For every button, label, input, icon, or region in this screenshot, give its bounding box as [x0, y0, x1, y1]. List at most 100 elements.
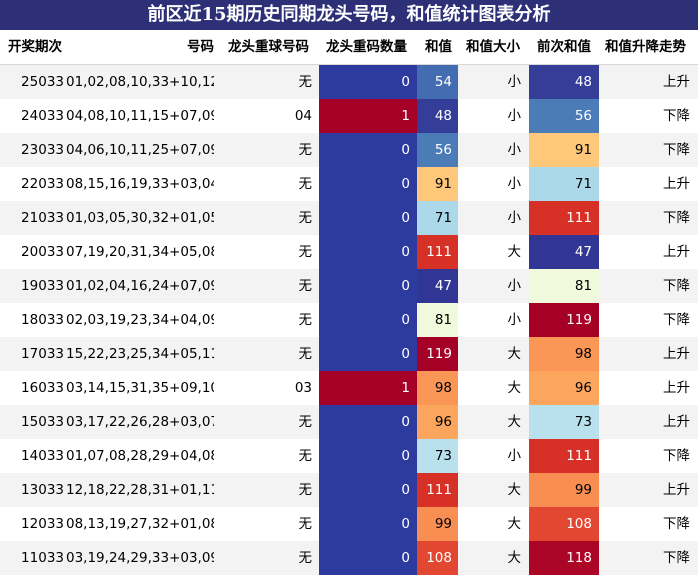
- trend-cell: 下降: [663, 448, 690, 464]
- trend-cell: 下降: [663, 278, 690, 294]
- repeat-ball-cell: 无: [298, 74, 313, 90]
- prev-sum-cell: 48: [529, 65, 599, 99]
- numbers-cell: 12,18,22,28,31+01,11: [66, 482, 214, 498]
- sum-size-cell: 大: [507, 482, 522, 498]
- table-row: 24033 04,08,10,11,15+07,09 04 1 48 小 56 下降: [0, 99, 698, 133]
- repeat-count-cell: 0: [319, 439, 417, 473]
- numbers-cell: 15,22,23,25,34+05,11: [66, 346, 214, 362]
- sum-cell: 91: [417, 167, 458, 201]
- period-cell: 24033: [21, 108, 64, 124]
- sum-size-cell: 大: [507, 380, 522, 396]
- numbers-cell: 01,03,05,30,32+01,05: [66, 210, 214, 226]
- trend-cell: 下降: [663, 516, 690, 532]
- repeat-count-cell: 0: [319, 473, 417, 507]
- period-cell: 16033: [21, 380, 64, 396]
- sum-size-cell: 小: [507, 210, 522, 226]
- period-cell: 22033: [21, 176, 64, 192]
- sum-cell: 48: [417, 99, 458, 133]
- sum-size-cell: 大: [507, 516, 522, 532]
- trend-cell: 下降: [663, 312, 690, 328]
- numbers-cell: 01,07,08,28,29+04,08: [66, 448, 214, 464]
- period-cell: 21033: [21, 210, 64, 226]
- numbers-cell: 03,17,22,26,28+03,07: [66, 414, 214, 430]
- prev-sum-cell: 108: [529, 507, 599, 541]
- table-row: 17033 15,22,23,25,34+05,11 无 0 119 大 98 上升: [0, 337, 698, 371]
- sum-size-cell: 小: [507, 312, 522, 328]
- period-cell: 18033: [21, 312, 64, 328]
- table-row: 15033 03,17,22,26,28+03,07 无 0 96 大 73 上升: [0, 405, 698, 439]
- table-row: 22033 08,15,16,19,33+03,04 无 0 91 小 71 上升: [0, 167, 698, 201]
- repeat-count-cell: 1: [319, 371, 417, 405]
- repeat-ball-cell: 无: [298, 482, 313, 498]
- sum-size-cell: 小: [507, 278, 522, 294]
- numbers-cell: 08,13,19,27,32+01,08: [66, 516, 214, 532]
- sum-size-cell: 小: [507, 176, 522, 192]
- trend-cell: 下降: [663, 142, 690, 158]
- numbers-cell: 01,02,04,16,24+07,09: [66, 278, 214, 294]
- sum-cell: 119: [417, 337, 458, 371]
- sum-cell: 73: [417, 439, 458, 473]
- prev-sum-cell: 47: [529, 235, 599, 269]
- numbers-cell: 01,02,08,10,33+10,12: [66, 74, 214, 90]
- period-cell: 11033: [21, 550, 64, 566]
- prev-sum-cell: 98: [529, 337, 599, 371]
- table-header: 开奖期次 号码 龙头重球号码 龙头重码数量 和值 和值大小 前次和值 和值升降走…: [0, 30, 698, 65]
- sum-size-cell: 小: [507, 108, 522, 124]
- prev-sum-cell: 73: [529, 405, 599, 439]
- sum-cell: 96: [417, 405, 458, 439]
- trend-cell: 下降: [663, 210, 690, 226]
- repeat-count-cell: 0: [319, 269, 417, 303]
- numbers-cell: 04,08,10,11,15+07,09: [66, 108, 214, 124]
- table-row: 12033 08,13,19,27,32+01,08 无 0 99 大 108 下降: [0, 507, 698, 541]
- period-cell: 14033: [21, 448, 64, 464]
- trend-cell: 上升: [663, 346, 690, 362]
- repeat-count-cell: 0: [319, 507, 417, 541]
- trend-cell: 上升: [663, 176, 690, 192]
- prev-sum-cell: 71: [529, 167, 599, 201]
- header-period: 开奖期次: [8, 39, 62, 55]
- table-row: 25033 01,02,08,10,33+10,12 无 0 54 小 48 上升: [0, 65, 698, 99]
- numbers-cell: 07,19,20,31,34+05,08: [66, 244, 214, 260]
- sum-size-cell: 大: [507, 550, 522, 566]
- sum-cell: 98: [417, 371, 458, 405]
- sum-size-cell: 大: [507, 414, 522, 430]
- table-row: 16033 03,14,15,31,35+09,10 03 1 98 大 96 上升: [0, 371, 698, 405]
- sum-cell: 111: [417, 235, 458, 269]
- repeat-count-cell: 0: [319, 303, 417, 337]
- sum-size-cell: 小: [507, 74, 522, 90]
- sum-cell: 56: [417, 133, 458, 167]
- repeat-ball-cell: 无: [298, 516, 313, 532]
- sum-cell: 47: [417, 269, 458, 303]
- header-repeat-ball: 龙头重球号码: [228, 39, 309, 55]
- repeat-count-cell: 0: [319, 541, 417, 575]
- table-row: 14033 01,07,08,28,29+04,08 无 0 73 小 111 下降: [0, 439, 698, 473]
- repeat-ball-cell: 无: [298, 414, 313, 430]
- header-sum: 和值: [425, 39, 452, 55]
- sum-cell: 111: [417, 473, 458, 507]
- repeat-ball-cell: 无: [298, 278, 313, 294]
- prev-sum-cell: 91: [529, 133, 599, 167]
- sum-size-cell: 小: [507, 142, 522, 158]
- repeat-count-cell: 0: [319, 133, 417, 167]
- repeat-ball-cell: 无: [298, 142, 313, 158]
- prev-sum-cell: 96: [529, 371, 599, 405]
- header-prev-sum: 前次和值: [537, 39, 591, 55]
- trend-cell: 上升: [663, 244, 690, 260]
- numbers-cell: 02,03,19,23,34+04,09: [66, 312, 214, 328]
- period-cell: 15033: [21, 414, 64, 430]
- trend-cell: 下降: [663, 108, 690, 124]
- repeat-count-cell: 0: [319, 337, 417, 371]
- sum-cell: 81: [417, 303, 458, 337]
- prev-sum-cell: 111: [529, 439, 599, 473]
- prev-sum-cell: 81: [529, 269, 599, 303]
- trend-cell: 上升: [663, 74, 690, 90]
- trend-cell: 上升: [663, 380, 690, 396]
- repeat-count-cell: 0: [319, 235, 417, 269]
- header-trend: 和值升降走势: [605, 39, 686, 55]
- repeat-ball-cell: 无: [298, 244, 313, 260]
- table-row: 11033 03,19,24,29,33+03,09 无 0 108 大 118 下降: [0, 541, 698, 575]
- sum-size-cell: 大: [507, 346, 522, 362]
- repeat-count-cell: 0: [319, 167, 417, 201]
- sum-cell: 99: [417, 507, 458, 541]
- repeat-count-cell: 0: [319, 201, 417, 235]
